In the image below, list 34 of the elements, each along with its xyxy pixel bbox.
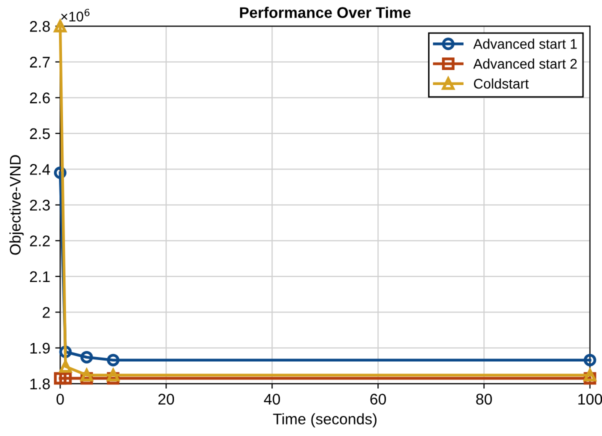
- point: [106, 354, 120, 366]
- legend-label: Coldstart: [474, 78, 529, 89]
- y-tick-label: 2.6: [30, 92, 50, 104]
- point: [59, 360, 72, 373]
- point: [584, 368, 596, 382]
- y-axis-title: Objective-VND: [9, 155, 24, 255]
- point: [584, 354, 596, 366]
- x-tick-label: 80: [476, 394, 492, 405]
- x-tick-label: 60: [370, 394, 386, 405]
- point: [80, 350, 93, 364]
- x-tick-label: 100: [578, 394, 602, 405]
- x-tick-label: 0: [56, 394, 64, 405]
- y-tick-label: 2.7: [30, 56, 50, 68]
- y-tick-label: 2: [42, 307, 50, 318]
- y-tick-label: 2.3: [30, 200, 50, 211]
- y-tick-label: 2.5: [30, 128, 50, 140]
- y-tick-label: 2.2: [30, 236, 50, 246]
- x-tick-label: 40: [264, 394, 280, 405]
- chart-title: Performance Over Time: [240, 6, 411, 18]
- point: [106, 368, 120, 382]
- y-tick-label: 2.1: [30, 271, 50, 282]
- point: [54, 372, 66, 385]
- point: [80, 368, 93, 382]
- point: [59, 372, 72, 385]
- x-tick-label: 20: [158, 394, 174, 405]
- y-tick-label: 2.4: [30, 164, 50, 175]
- text: ×10$^{6}$: [61, 8, 90, 22]
- x-axis-title: Time (seconds): [273, 413, 376, 428]
- y-tick-label: 2.8: [30, 21, 50, 32]
- point: [54, 20, 66, 32]
- y-tick-label: 1.8: [30, 378, 50, 390]
- legend-label: Advanced start 1: [473, 38, 577, 49]
- legend-label: Advanced start 2: [473, 58, 577, 69]
- y-tick-label: 1.9: [30, 342, 50, 354]
